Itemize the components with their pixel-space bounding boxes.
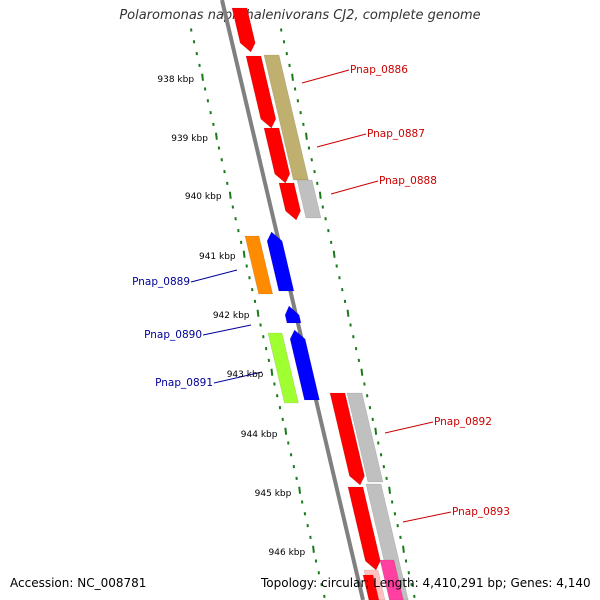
gene-arrow-pnap-0890 [284,305,302,324]
genome-backbone [220,0,365,600]
gene-arrow-pnap-0887 [263,127,291,184]
scale-label: 943 kbp [227,370,264,380]
gene-labels: Pnap_0886 Pnap_0887 Pnap_0888 Pnap_0889 Pnap… [132,64,510,518]
leader-line [213,371,263,384]
gene-arrow-pnap-0889 [244,235,274,295]
scale-tick [402,545,405,553]
scale-label: 938 kbp [157,75,194,85]
scale-ticks-left [190,28,326,599]
gene-label: Pnap_0889 [132,276,190,288]
scale-ticks-right [280,28,416,599]
scale-tick [360,368,364,376]
scale-tick [242,250,246,258]
scale-label: 944 kbp [241,430,278,440]
scale-label: 940 kbp [185,192,222,202]
scale-labels: 938 kbp 939 kbp 940 kbp 941 kbp 942 kbp 943 k… [157,75,305,558]
leader-line [330,180,379,195]
gene-arrow-pnap-0886 [245,55,277,129]
gene-label: Pnap_0890 [144,329,202,341]
topology-text: Topology: circular; Length: 4,410,291 bp… [261,576,591,590]
accession-text: Accession: NC_008781 [10,576,147,590]
scale-tick [388,486,392,494]
gene-label: Pnap_0892 [434,416,492,428]
gene-label: Pnap_0887 [367,128,425,140]
gene-label: Pnap_0891 [155,377,213,389]
gene-arrow-pnap-0891 [267,332,299,404]
map-title: Polaromonas naphthalenivorans CJ2, compl… [119,8,481,23]
scale-tick [312,545,315,553]
leader-line [202,324,252,336]
scale-tick [284,427,288,435]
scale-label: 946 kbp [269,548,306,558]
gene-arrow-pnap-0891-b [289,329,320,401]
scale-tick [374,427,378,435]
gene-arrow-pnap-0893 [347,486,381,571]
feature-block-grey [346,392,384,483]
gene-label: Pnap_0888 [379,175,437,187]
gene-label: Pnap_0886 [350,64,408,76]
feature-block-grey [296,179,322,219]
scale-tick [332,250,336,258]
scale-tick [228,191,232,199]
scale-tick [256,309,260,317]
feature-tracks [231,7,409,600]
leader-line [384,421,434,434]
scale-tick [346,309,350,317]
scale-tick [270,368,274,376]
scale-label: 941 kbp [199,252,236,262]
gene-arrow-pnap-0885 [231,7,256,53]
feature-block-pink [379,559,404,600]
scale-tick [201,73,204,81]
scale-label: 939 kbp [171,134,208,144]
leader-line [316,133,367,148]
leader-line [402,511,452,523]
scale-label: 945 kbp [255,489,292,499]
gene-arrow-pnap-0889-b [266,231,295,292]
leader-line [301,69,350,84]
scale-tick [305,132,308,140]
scale-tick [215,132,218,140]
scale-tick [318,191,322,199]
gene-label: Pnap_0893 [452,506,510,518]
label-leader-lines [190,69,452,523]
leader-line [190,269,238,283]
gene-arrow-pnap-0892 [329,392,365,486]
scale-label: 942 kbp [213,311,250,321]
gene-arrow-pnap-0888 [278,182,301,221]
scale-tick [298,486,302,494]
scale-tick [291,73,294,81]
gene-arrow-partial [362,574,380,600]
